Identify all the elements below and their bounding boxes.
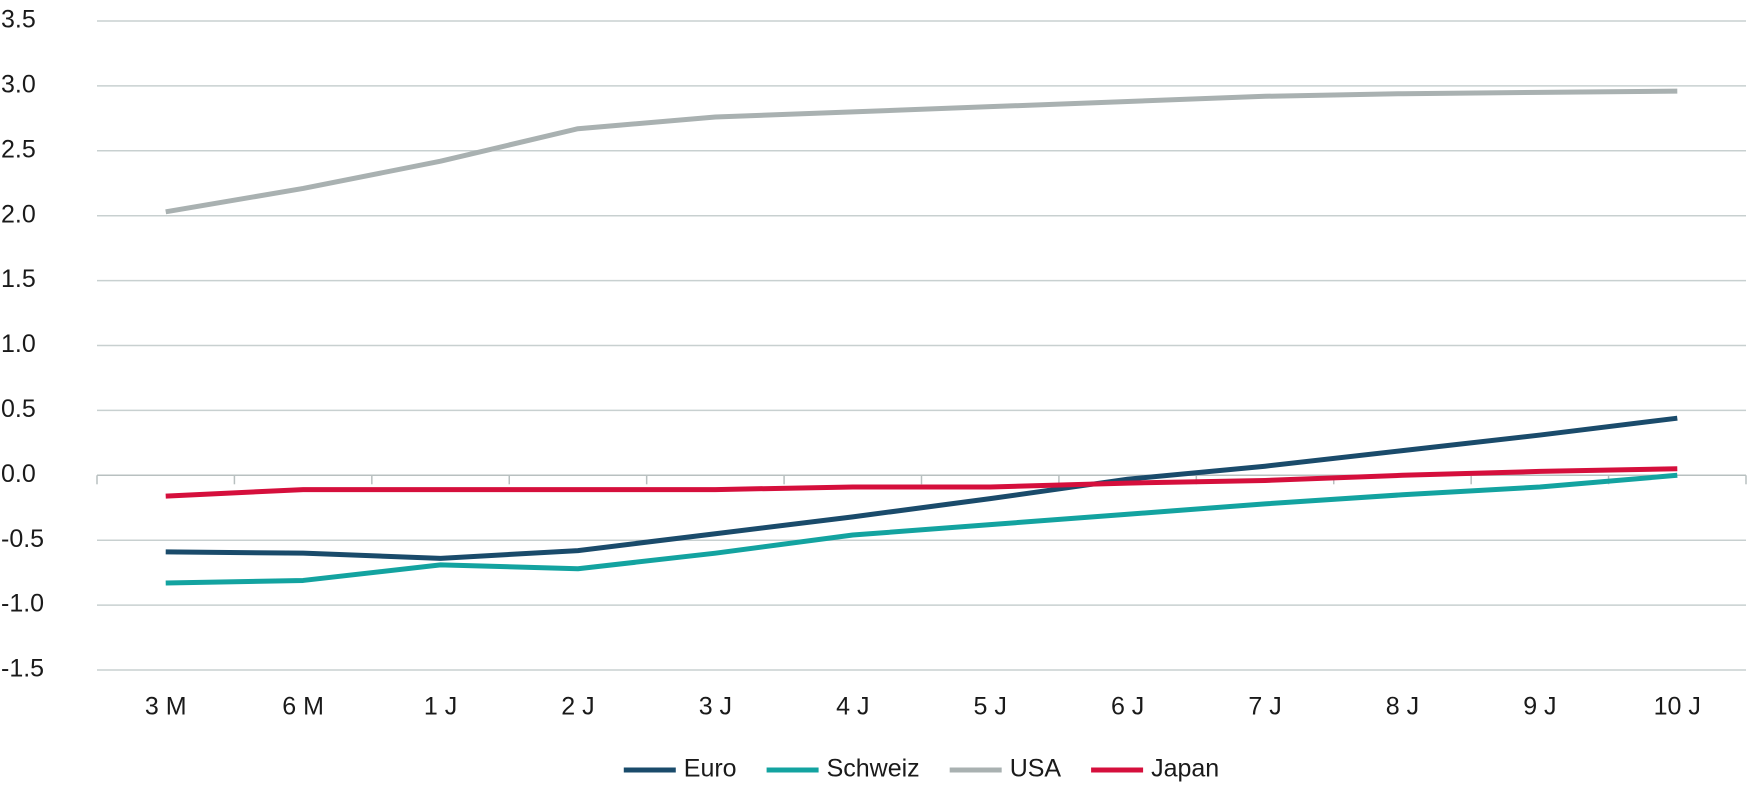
y-tick-label: 3.0 (1, 71, 36, 99)
series-line (165, 415, 1678, 561)
x-tick-label: 7 J (1248, 693, 1281, 721)
y-tick-label: -1.0 (1, 590, 44, 618)
legend-label: Schweiz (827, 755, 920, 783)
x-tick-label: 5 J (974, 693, 1007, 721)
x-tick-label: 6 J (1111, 693, 1144, 721)
x-tick-label: 4 J (836, 693, 869, 721)
x-tick-label: 9 J (1523, 693, 1556, 721)
y-tick-label: 0.5 (1, 395, 36, 423)
x-tick-label: 10 J (1654, 693, 1701, 721)
y-tick-label: 0.0 (1, 460, 36, 488)
x-tick-label: 3 M (145, 693, 187, 721)
series-line (165, 472, 1678, 586)
series-line (165, 88, 1678, 215)
y-tick-label: 3.5 (1, 6, 36, 34)
x-tick-label: 8 J (1386, 693, 1419, 721)
y-tick-label: 2.5 (1, 135, 36, 163)
y-tick-label: 1.5 (1, 265, 36, 293)
x-tick-label: 1 J (424, 693, 457, 721)
x-tick-label: 3 J (699, 693, 732, 721)
x-tick-label: 6 M (282, 693, 324, 721)
y-tick-label: -1.5 (1, 655, 44, 683)
x-tick-label: 2 J (561, 693, 594, 721)
legend-label: Euro (684, 755, 737, 783)
y-tick-label: 1.0 (1, 330, 36, 358)
y-tick-label: -0.5 (1, 525, 44, 553)
y-tick-label: 2.0 (1, 200, 36, 228)
series-line (165, 466, 1678, 499)
legend-label: Japan (1151, 755, 1219, 783)
legend-label: USA (1010, 755, 1062, 783)
